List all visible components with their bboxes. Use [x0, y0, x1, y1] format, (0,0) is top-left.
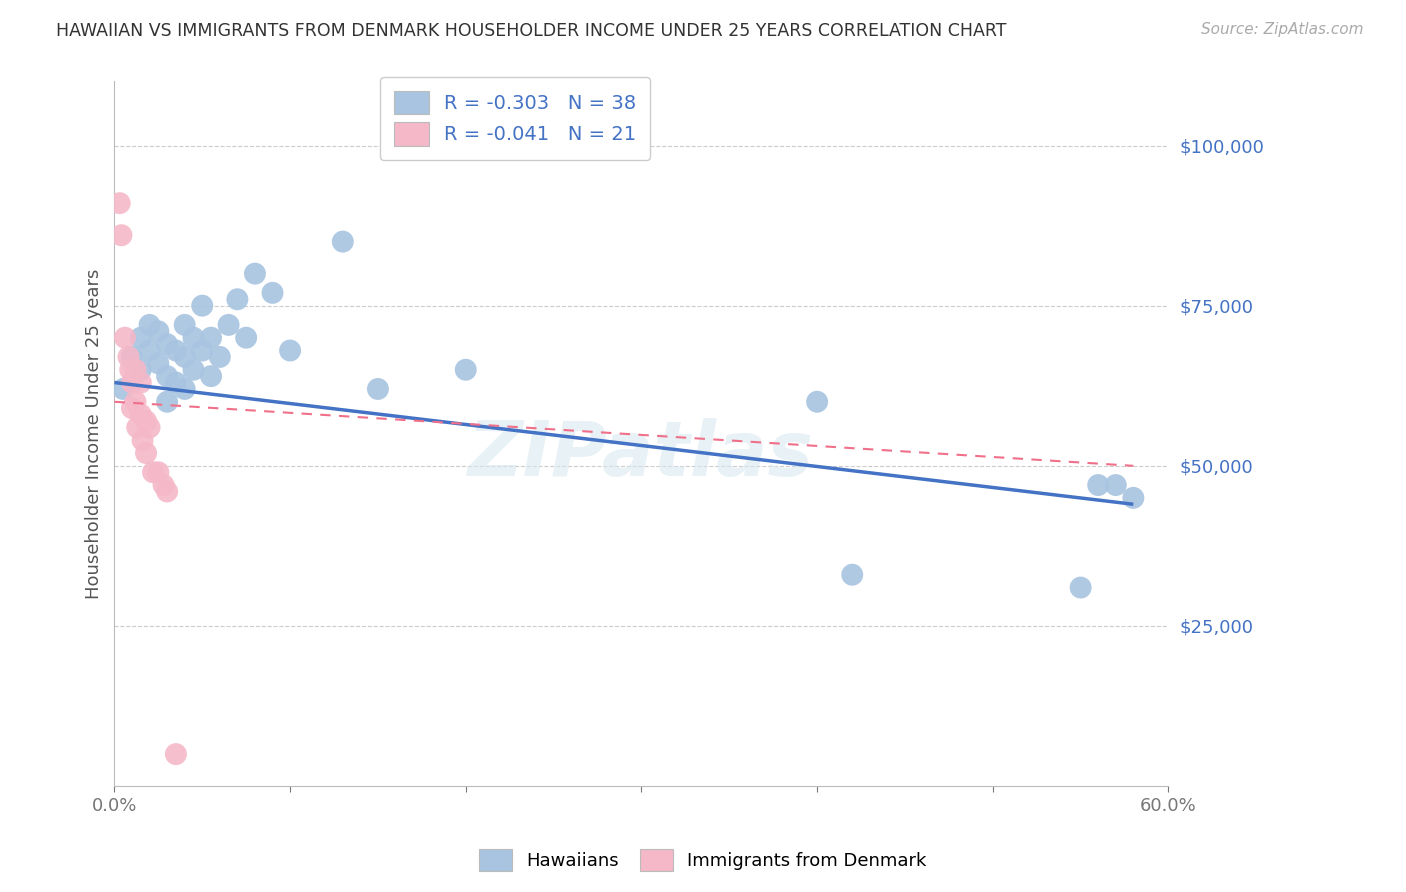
Point: [112, 382, 135, 396]
Point: [148, 324, 170, 338]
Point: [191, 343, 214, 358]
Legend: Hawaiians, Immigrants from Denmark: Hawaiians, Immigrants from Denmark: [472, 842, 934, 879]
Point: [226, 293, 249, 307]
Point: [841, 567, 863, 582]
Point: [165, 747, 187, 761]
Point: [156, 484, 179, 499]
Point: [367, 382, 389, 396]
Point: [121, 376, 143, 390]
Point: [129, 331, 152, 345]
Point: [243, 267, 266, 281]
Point: [173, 318, 195, 332]
Point: [183, 331, 205, 345]
Point: [117, 350, 139, 364]
Point: [148, 465, 170, 479]
Point: [129, 363, 152, 377]
Point: [138, 420, 160, 434]
Point: [120, 363, 142, 377]
Text: Source: ZipAtlas.com: Source: ZipAtlas.com: [1201, 22, 1364, 37]
Point: [262, 285, 284, 300]
Point: [1122, 491, 1144, 505]
Point: [121, 350, 143, 364]
Point: [138, 343, 160, 358]
Point: [138, 318, 160, 332]
Point: [129, 376, 152, 390]
Point: [135, 414, 157, 428]
Point: [183, 363, 205, 377]
Point: [173, 382, 195, 396]
Point: [142, 465, 165, 479]
Point: [191, 299, 214, 313]
Legend: R = -0.303   N = 38, R = -0.041   N = 21: R = -0.303 N = 38, R = -0.041 N = 21: [380, 77, 650, 160]
Text: ZIPatlas: ZIPatlas: [468, 418, 814, 492]
Point: [135, 446, 157, 460]
Point: [208, 350, 231, 364]
Point: [131, 434, 153, 448]
Point: [148, 356, 170, 370]
Point: [278, 343, 301, 358]
Point: [235, 331, 257, 345]
Point: [156, 394, 179, 409]
Point: [332, 235, 354, 249]
Point: [156, 337, 179, 351]
Point: [129, 408, 152, 422]
Point: [124, 394, 146, 409]
Point: [114, 331, 136, 345]
Point: [127, 420, 149, 434]
Point: [200, 331, 222, 345]
Point: [108, 196, 131, 211]
Point: [121, 401, 143, 416]
Point: [200, 369, 222, 384]
Point: [124, 363, 146, 377]
Point: [806, 394, 828, 409]
Point: [1087, 478, 1109, 492]
Point: [173, 350, 195, 364]
Y-axis label: Householder Income Under 25 years: Householder Income Under 25 years: [86, 268, 103, 599]
Point: [1105, 478, 1128, 492]
Point: [454, 363, 477, 377]
Point: [1070, 581, 1092, 595]
Point: [218, 318, 240, 332]
Point: [152, 478, 174, 492]
Text: HAWAIIAN VS IMMIGRANTS FROM DENMARK HOUSEHOLDER INCOME UNDER 25 YEARS CORRELATIO: HAWAIIAN VS IMMIGRANTS FROM DENMARK HOUS…: [56, 22, 1007, 40]
Point: [110, 228, 132, 243]
Point: [165, 376, 187, 390]
Point: [156, 369, 179, 384]
Point: [165, 343, 187, 358]
